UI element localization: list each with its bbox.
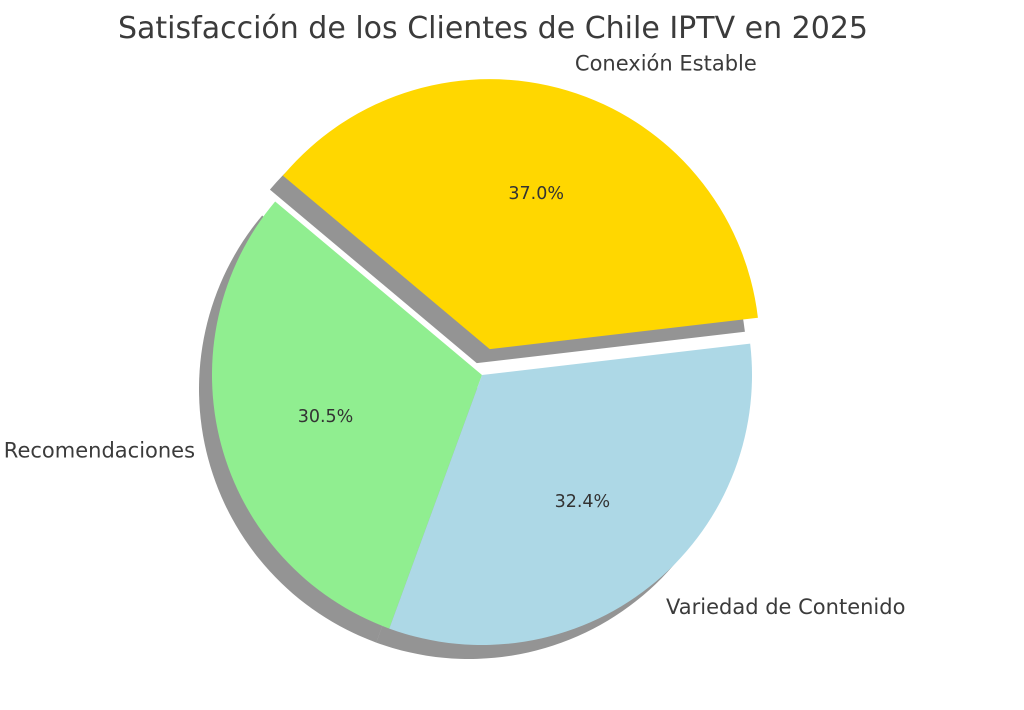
category-label-variedad-de-contenido: Variedad de Contenido	[666, 595, 905, 619]
pie-slices	[211, 79, 758, 645]
category-label-conexion-estable: Conexión Estable	[575, 52, 757, 76]
category-label-recomendaciones: Recomendaciones	[4, 439, 195, 463]
slice-recomendaciones	[211, 201, 482, 629]
slice-variedad-de-contenido	[389, 343, 752, 645]
percent-label-variedad-de-contenido: 32.4%	[555, 492, 611, 512]
slice-labels: Recomendaciones 30.5% Variedad de Contenid…	[4, 52, 906, 620]
chart-title: Satisfacción de los Clientes de Chile IP…	[118, 11, 868, 46]
slice-conexion-estable	[282, 79, 758, 350]
percent-label-conexion-estable: 37.0%	[508, 184, 564, 204]
percent-label-recomendaciones: 30.5%	[298, 407, 354, 427]
